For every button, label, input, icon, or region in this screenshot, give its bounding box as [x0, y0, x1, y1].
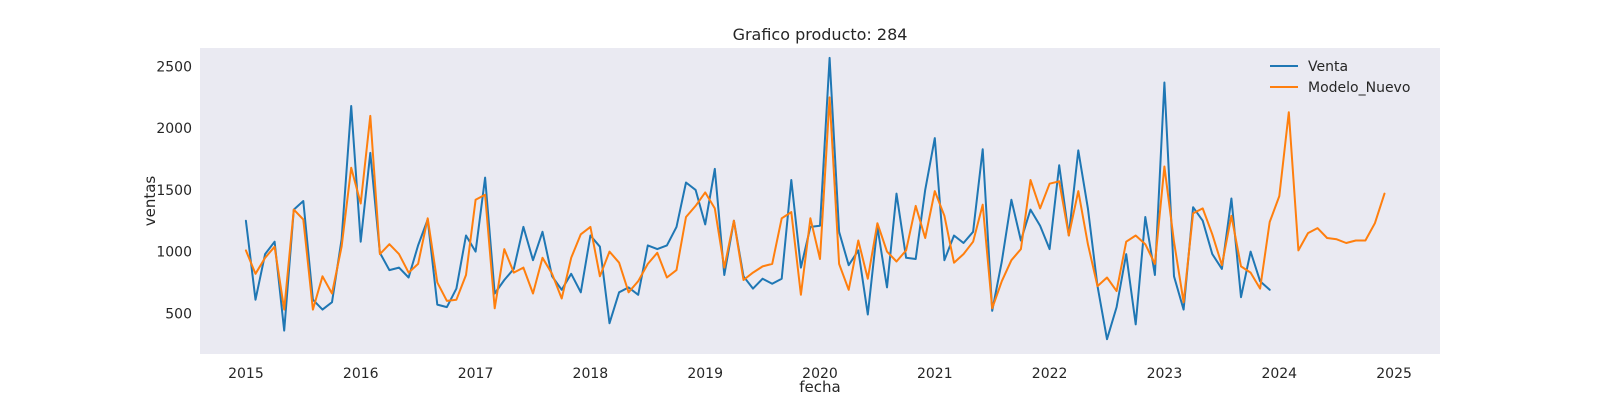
series-line-modelo-nuevo [244, 96, 1386, 311]
x-axis-label: fecha [799, 378, 840, 396]
x-tick-label: 2019 [687, 366, 723, 382]
x-axis-ticks: 2015 2016 2017 2018 2019 2020 2021 2022 2023 2024… [228, 366, 1412, 382]
legend: Venta Modelo_Nuevo [1270, 59, 1410, 96]
legend-label: Modelo_Nuevo [1308, 80, 1410, 96]
x-tick-label: 2016 [343, 366, 379, 382]
y-axis-ticks: 500 1000 1500 2000 2500 [156, 60, 192, 323]
x-tick-label: 2024 [1261, 366, 1297, 382]
x-tick-label: 2018 [573, 366, 609, 382]
y-tick-label: 2500 [156, 60, 192, 76]
series-layer [244, 56, 1386, 341]
series-line-venta [244, 56, 1271, 341]
x-tick-label: 2025 [1376, 366, 1412, 382]
x-tick-label: 2020 [802, 366, 838, 382]
x-tick-label: 2017 [458, 366, 494, 382]
y-tick-label: 1000 [156, 245, 192, 261]
x-tick-label: 2021 [917, 366, 953, 382]
y-tick-label: 500 [165, 306, 192, 322]
y-tick-label: 2000 [156, 121, 192, 137]
y-tick-label: 1500 [156, 183, 192, 199]
x-tick-label: 2023 [1147, 366, 1183, 382]
x-tick-label: 2015 [228, 366, 264, 382]
chart-title: Grafico producto: 284 [733, 25, 908, 44]
legend-label: Venta [1308, 59, 1348, 75]
plot-background [200, 48, 1440, 354]
y-axis-label: ventas [141, 176, 159, 227]
x-tick-label: 2022 [1032, 366, 1068, 382]
